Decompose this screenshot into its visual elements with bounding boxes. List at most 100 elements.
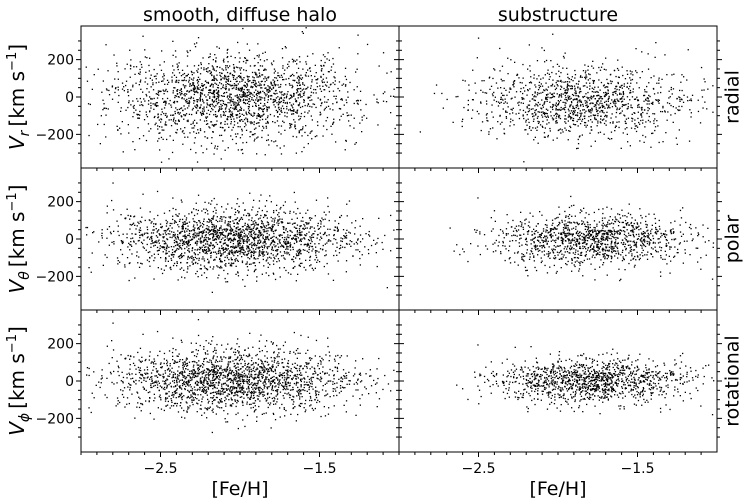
scatter-point (164, 101, 167, 103)
scatter-point (648, 115, 650, 118)
scatter-point (235, 88, 237, 90)
scatter-point (153, 229, 155, 231)
scatter-point (213, 226, 215, 228)
scatter-point (690, 98, 692, 100)
scatter-point (601, 102, 603, 105)
scatter-point (311, 106, 313, 108)
scatter-point (311, 234, 313, 236)
scatter-point (162, 237, 165, 239)
scatter-point (618, 76, 620, 79)
scatter-point (307, 75, 310, 77)
scatter-point (262, 223, 264, 225)
scatter-point (306, 250, 308, 252)
y-axis-units: [km s (5, 212, 29, 268)
scatter-point (138, 72, 140, 75)
scatter-point (184, 237, 186, 239)
scatter-point (301, 262, 303, 264)
scatter-point (552, 79, 554, 81)
scatter-point (518, 104, 520, 106)
scatter-point (226, 229, 228, 231)
scatter-point (283, 97, 285, 99)
scatter-point (257, 257, 259, 260)
scatter-point (604, 95, 606, 97)
scatter-point (278, 99, 280, 101)
scatter-point (638, 121, 640, 124)
scatter-point (245, 117, 247, 119)
scatter-point (611, 138, 613, 140)
scatter-point (634, 125, 637, 127)
scatter-point (169, 135, 171, 137)
scatter-point (153, 97, 155, 100)
scatter-point (512, 112, 514, 114)
scatter-point (616, 88, 618, 91)
scatter-point (88, 134, 90, 137)
scatter-point (282, 99, 284, 101)
scatter-point (92, 232, 94, 234)
scatter-point (172, 215, 174, 217)
scatter-point (204, 252, 206, 254)
scatter-point (231, 84, 234, 87)
scatter-point (206, 137, 209, 139)
scatter-point (258, 253, 261, 255)
scatter-point (345, 236, 347, 238)
scatter-point (228, 251, 230, 253)
scatter-point (291, 238, 293, 240)
scatter-point (653, 113, 656, 115)
scatter-point (678, 109, 680, 112)
scatter-point (199, 93, 202, 95)
scatter-point (175, 208, 177, 211)
scatter-point (191, 127, 193, 129)
scatter-point (180, 89, 182, 91)
scatter-point (220, 233, 222, 235)
scatter-point (267, 85, 269, 87)
scatter-point (163, 246, 166, 248)
scatter-point (277, 116, 279, 118)
scatter-point (218, 47, 220, 49)
scatter-point (109, 231, 112, 233)
scatter-point (154, 241, 156, 243)
scatter-point (616, 94, 618, 96)
scatter-point (270, 83, 273, 85)
scatter-point (592, 67, 595, 69)
scatter-point (599, 131, 602, 133)
scatter-point (292, 110, 294, 112)
scatter-point (253, 257, 255, 259)
y-axis-units-close: ] (5, 326, 29, 334)
scatter-point (234, 133, 237, 135)
scatter-point (294, 235, 296, 237)
scatter-point (676, 97, 678, 100)
scatter-point (220, 158, 222, 160)
scatter-point (218, 232, 221, 234)
scatter-point (361, 116, 363, 118)
scatter-point (328, 71, 330, 73)
scatter-point (226, 52, 228, 54)
scatter-point (617, 59, 619, 61)
scatter-point (256, 74, 258, 76)
scatter-point (530, 108, 532, 110)
scatter-point (134, 73, 136, 75)
scatter-point (525, 121, 527, 123)
scatter-point (559, 80, 561, 82)
scatter-point (265, 243, 267, 245)
scatter-point (255, 127, 257, 129)
scatter-point (235, 102, 237, 104)
scatter-point (283, 267, 285, 269)
scatter-point (182, 224, 184, 226)
scatter-point (176, 79, 178, 82)
scatter-point (622, 74, 624, 77)
scatter-point (213, 228, 215, 230)
scatter-point (235, 136, 237, 138)
scatter-point (275, 245, 277, 247)
scatter-point (589, 109, 592, 111)
scatter-point (335, 141, 337, 143)
scatter-point (559, 128, 562, 130)
scatter-point (261, 221, 263, 223)
scatter-point (522, 115, 524, 117)
scatter-point (186, 98, 188, 101)
scatter-point (187, 228, 189, 230)
scatter-point (343, 235, 345, 237)
scatter-point (238, 234, 240, 236)
scatter-point (225, 110, 227, 113)
scatter-point (596, 95, 598, 97)
scatter-point (521, 97, 523, 99)
